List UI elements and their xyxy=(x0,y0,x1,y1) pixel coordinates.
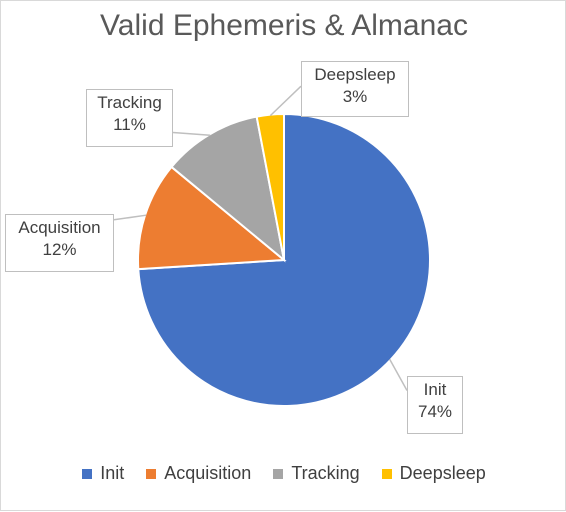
legend-swatch xyxy=(146,468,157,479)
pie-slice-tracking[interactable] xyxy=(170,115,286,263)
data-label-tracking: Tracking 11% xyxy=(86,89,173,147)
chart-legend: Init Acquisition Tracking Deepsleep xyxy=(1,463,566,484)
legend-label: Init xyxy=(100,463,125,483)
legend-label: Deepsleep xyxy=(399,463,486,483)
leader-line-init xyxy=(389,358,408,391)
legend-item-deepsleep[interactable]: Deepsleep xyxy=(381,463,486,484)
data-label-value: 12% xyxy=(42,240,77,259)
data-label-category: Tracking xyxy=(97,93,162,112)
legend-item-init[interactable]: Init xyxy=(82,463,124,484)
data-label-category: Init xyxy=(423,380,447,399)
pie-slice-deepsleep[interactable] xyxy=(255,112,285,261)
data-label-deepsleep: Deepsleep 3% xyxy=(301,61,409,117)
leader-line-deepsleep xyxy=(269,85,302,117)
data-label-value: 11% xyxy=(113,115,146,134)
legend-swatch xyxy=(273,468,284,479)
data-label-acquisition: Acquisition 12% xyxy=(5,214,114,272)
legend-swatch xyxy=(381,468,392,479)
data-label-value: 3% xyxy=(342,87,368,106)
data-label-value: 74% xyxy=(417,402,453,421)
legend-item-acquisition[interactable]: Acquisition xyxy=(146,463,251,484)
leader-line-tracking xyxy=(172,131,211,136)
leader-line-acquisition xyxy=(113,214,147,221)
chart-title: Valid Ephemeris & Almanac xyxy=(100,9,468,42)
legend-swatch xyxy=(82,468,93,479)
legend-label: Tracking xyxy=(291,463,360,483)
legend-label: Acquisition xyxy=(164,463,252,483)
data-label-category: Deepsleep xyxy=(314,65,396,84)
data-label-category: Acquisition xyxy=(18,218,101,237)
legend-item-tracking[interactable]: Tracking xyxy=(273,463,360,484)
data-label-init: Init 74% xyxy=(407,376,463,434)
